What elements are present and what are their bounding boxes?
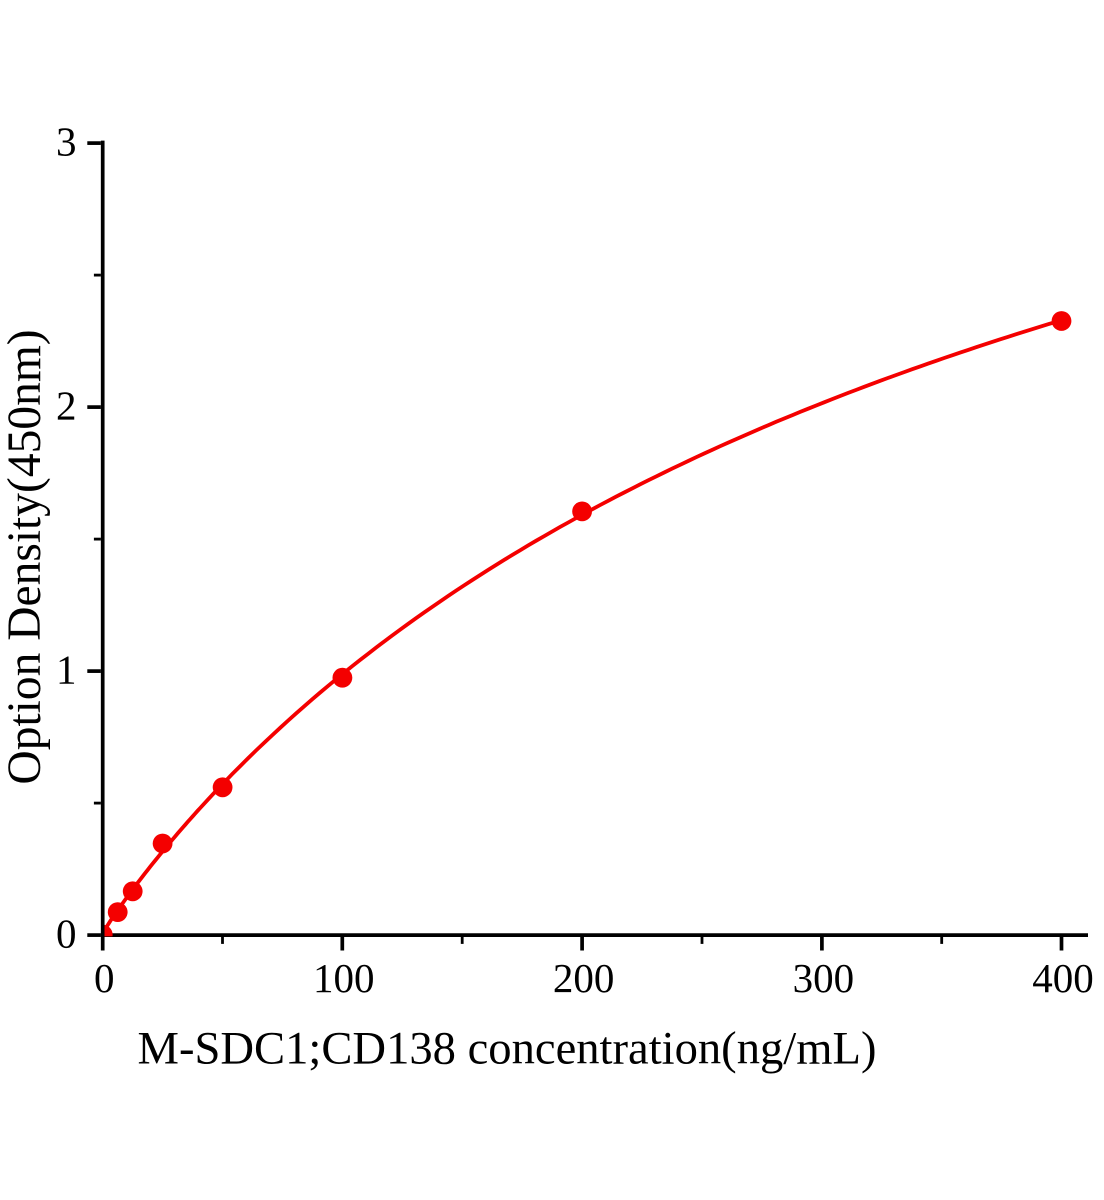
svg-text:300: 300 [793, 955, 855, 1001]
svg-text:Option Density(450nm): Option Density(450nm) [0, 329, 51, 784]
svg-text:400: 400 [1032, 955, 1094, 1001]
svg-text:0: 0 [94, 955, 115, 1001]
svg-text:100: 100 [313, 955, 375, 1001]
svg-text:1: 1 [56, 647, 77, 693]
svg-text:3: 3 [56, 119, 77, 165]
svg-text:200: 200 [553, 955, 615, 1001]
svg-text:0: 0 [56, 911, 77, 957]
svg-text:2: 2 [56, 383, 77, 429]
svg-text:M-SDC1;CD138 concentration(ng/: M-SDC1;CD138 concentration(ng/mL) [138, 1023, 877, 1075]
